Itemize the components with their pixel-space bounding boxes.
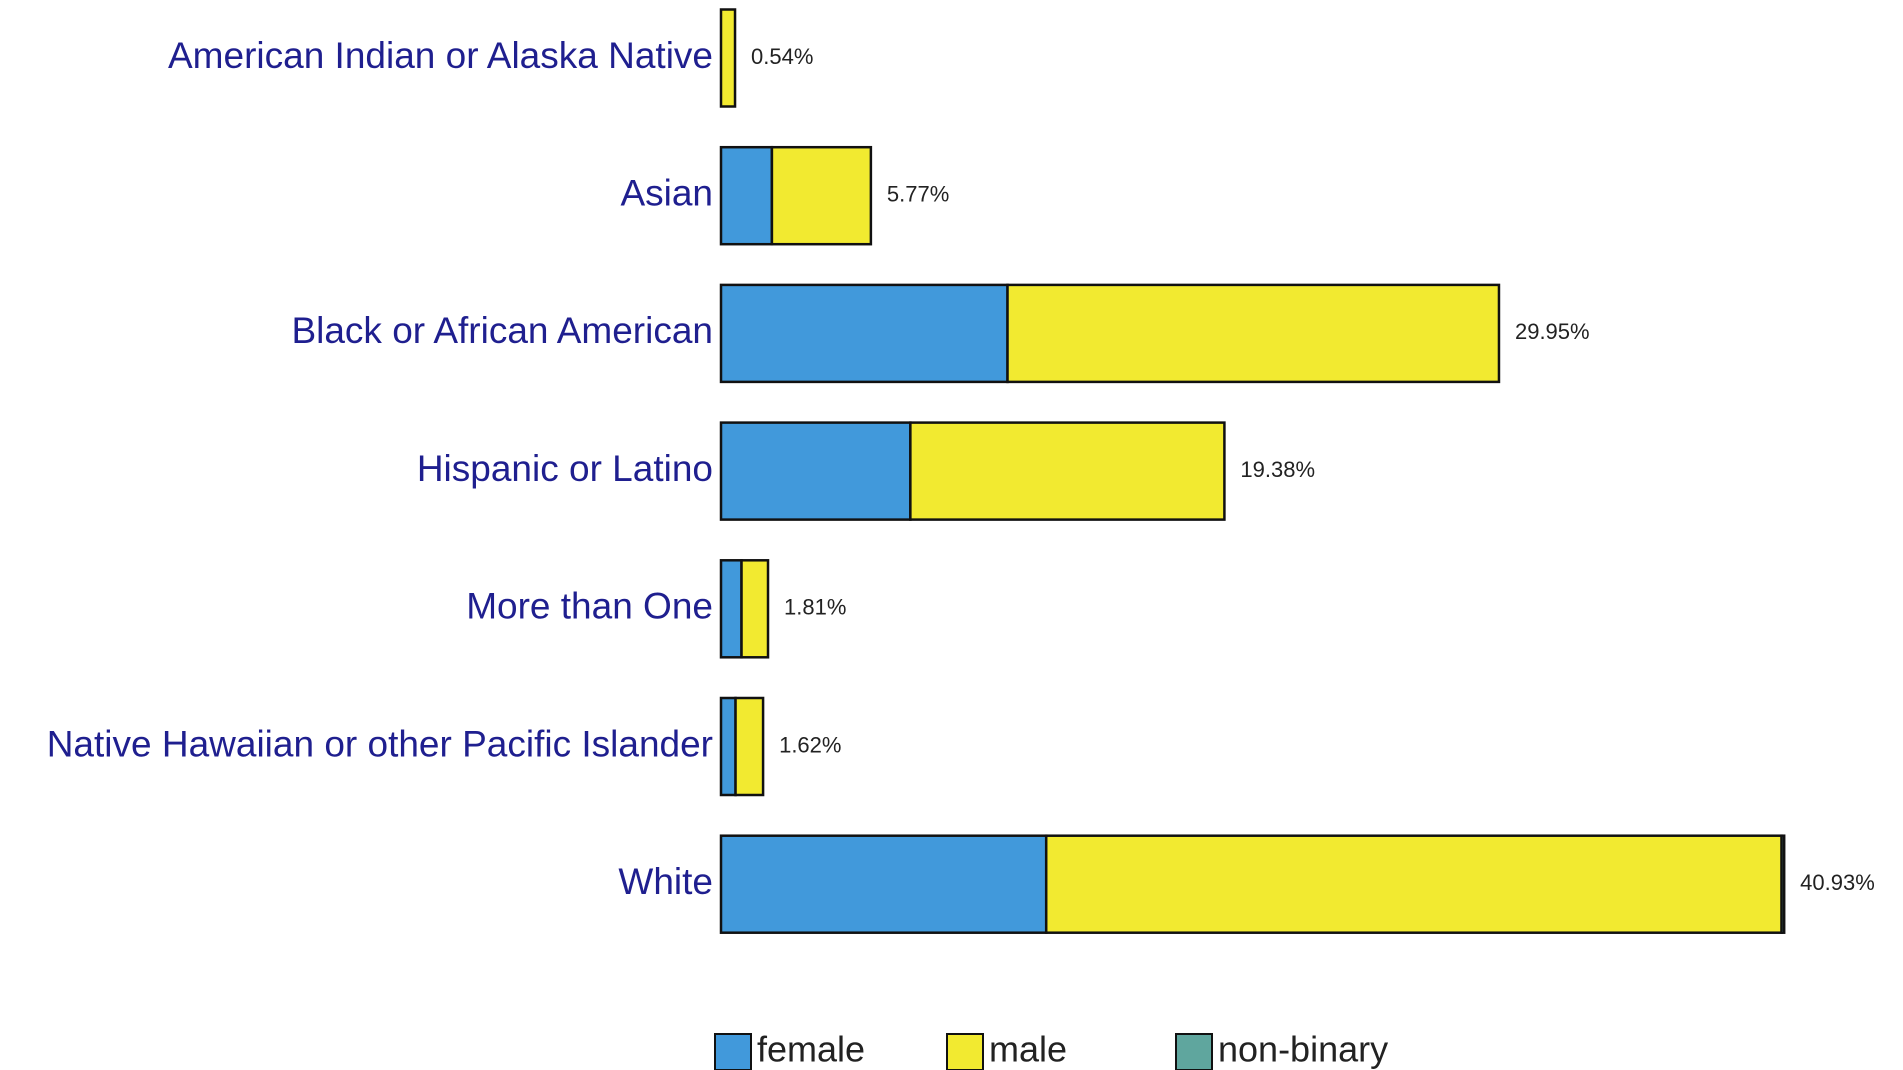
category-label: Asian xyxy=(620,172,713,213)
total-label: 19.38% xyxy=(1240,457,1315,482)
bar-segment xyxy=(719,145,774,246)
category-label: American Indian or Alaska Native xyxy=(168,35,713,76)
legend-swatch xyxy=(1175,1033,1213,1070)
bar-segment xyxy=(719,8,737,108)
legend-label: female xyxy=(757,1029,865,1070)
total-label: 40.93% xyxy=(1800,870,1875,895)
total-label: 5.77% xyxy=(887,182,949,207)
legend-swatch xyxy=(714,1033,752,1070)
category-label: Native Hawaiian or other Pacific Islande… xyxy=(47,723,713,764)
bar-segment xyxy=(719,696,737,797)
category-label: Black or African American xyxy=(291,310,713,351)
bar-segment xyxy=(770,145,873,246)
bar-segment xyxy=(740,559,770,659)
legend-label: male xyxy=(989,1029,1067,1070)
bar-segment xyxy=(1044,834,1783,934)
category-label: More than One xyxy=(466,586,713,627)
legend-label: non-binary xyxy=(1218,1029,1388,1070)
category-label: Hispanic or Latino xyxy=(417,448,713,489)
total-label: 1.81% xyxy=(784,595,846,620)
bar-segment xyxy=(734,696,765,797)
bar-segment xyxy=(719,283,1009,384)
total-label: 29.95% xyxy=(1515,319,1590,344)
total-label: 1.62% xyxy=(779,732,841,757)
total-label: 0.54% xyxy=(751,44,813,69)
legend-swatch xyxy=(946,1033,984,1070)
category-label: White xyxy=(618,861,713,902)
bar-segment xyxy=(1780,834,1786,934)
bar-segment xyxy=(909,421,1226,521)
bar-segment xyxy=(719,559,743,659)
bar-segment xyxy=(1006,283,1501,384)
bar-segment xyxy=(719,834,1048,934)
bar-segment xyxy=(719,421,912,521)
